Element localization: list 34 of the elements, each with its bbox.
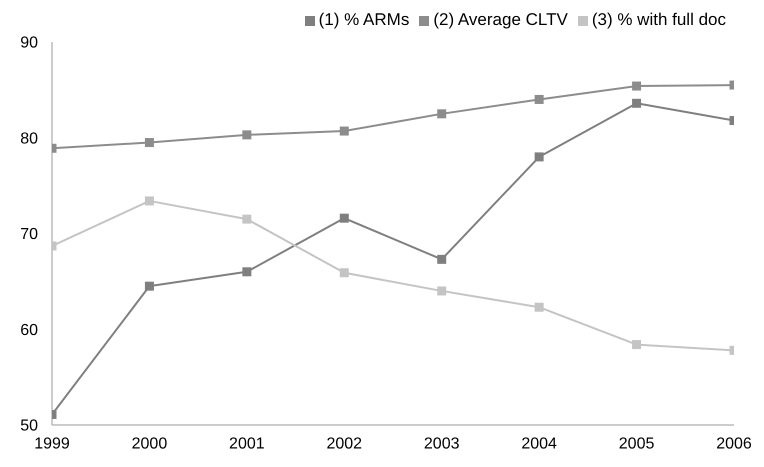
y-tick-label: 80 [20,130,38,148]
point [340,214,349,223]
y-tick-label: 50 [20,418,38,435]
x-tick-label: 2000 [132,435,168,452]
x-tick-label: 2003 [424,435,460,452]
point [144,138,154,148]
legend-label: (2) Average CLTV [433,10,568,29]
point [340,268,349,278]
y-tick-label: 60 [20,322,38,339]
point [242,267,252,276]
point [340,126,349,136]
point [437,286,446,296]
x-tick-label: 2006 [716,435,752,452]
legend-label: (3) % with full doc [592,10,726,29]
x-tick-label: 2002 [326,435,362,452]
legend-label: (1) % ARMs [318,10,410,29]
point [534,94,544,104]
point [437,254,446,264]
point [534,302,544,312]
point [242,130,252,140]
x-tick-label: 2005 [618,435,654,452]
point [144,282,154,291]
x-tick-label: 1999 [34,435,70,452]
y-tick-label: 90 [20,34,38,52]
x-tick-label: 2004 [521,435,558,452]
point [632,82,642,91]
point [437,109,446,118]
x-tick-label: 2001 [229,435,265,452]
point [534,152,544,162]
point [144,196,154,206]
point [632,98,642,108]
point [242,214,252,224]
point [632,340,642,350]
y-tick-label: 70 [20,226,38,244]
